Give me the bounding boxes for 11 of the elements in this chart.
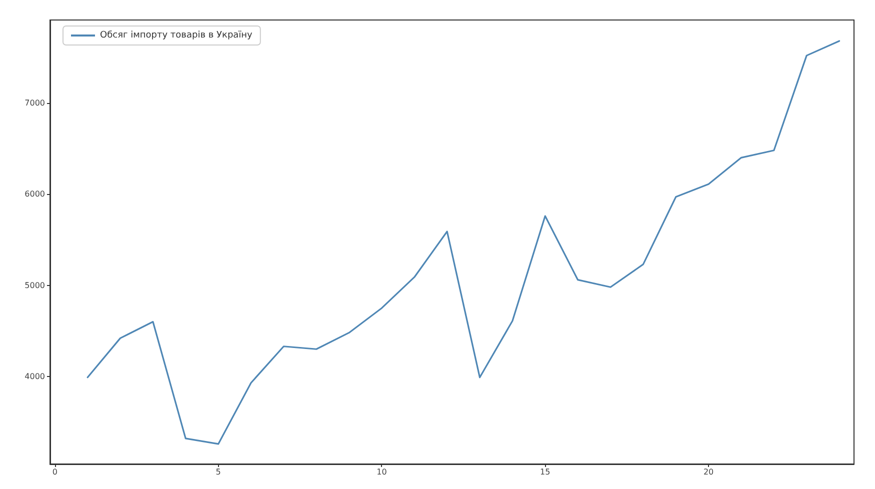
x-tick-label: 10 [376,468,387,476]
x-tick-label: 15 [540,468,550,476]
legend-label: Обсяг імпорту товарів в Україну [100,30,254,40]
x-tick-label: 5 [216,468,221,476]
x-tick-label: 20 [703,468,714,476]
y-tick-label: 7000 [24,98,45,108]
y-tick-label: 4000 [24,372,45,381]
x-tick-label: 0 [52,468,58,476]
y-tick-label: 6000 [24,190,45,199]
y-tick-label: 5000 [24,280,45,290]
line-series [86,40,840,445]
